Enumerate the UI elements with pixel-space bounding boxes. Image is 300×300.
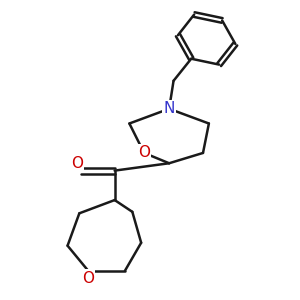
Text: O: O (82, 271, 94, 286)
Text: O: O (138, 146, 150, 160)
Text: N: N (164, 101, 175, 116)
Text: O: O (71, 156, 83, 171)
